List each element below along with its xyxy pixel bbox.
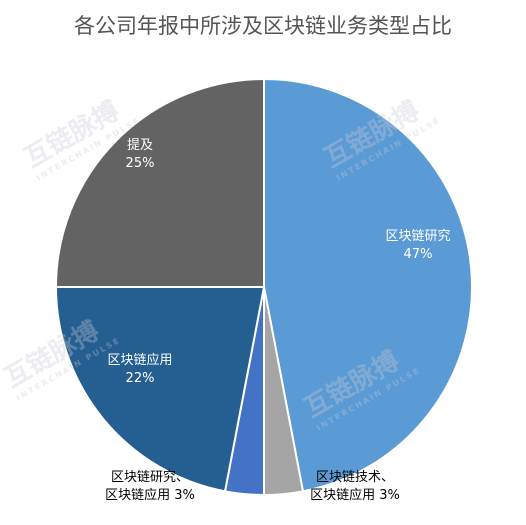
- slice-label: 提及 25%: [100, 137, 180, 173]
- category-label: 区块链应用: [107, 353, 173, 368]
- chart-title: 各公司年报中所涉及区块链业务类型占比: [74, 14, 452, 38]
- slice-label: 区块链应用 22%: [80, 352, 200, 388]
- value-label: 3%: [379, 488, 400, 503]
- category-label: 区块链研究: [385, 229, 451, 244]
- category-label: 区块链技术、区块链应用: [310, 470, 394, 503]
- slice-label: 区块链研究、区块链应用 3%: [105, 469, 195, 505]
- slice-label: 区块链研究 47%: [358, 228, 478, 264]
- value-label: 47%: [403, 247, 433, 262]
- value-label: 22%: [125, 371, 155, 386]
- pie-slice: [263, 77, 473, 493]
- value-label: 25%: [125, 156, 155, 171]
- value-label: 3%: [174, 488, 195, 503]
- category-label: 区块链研究、区块链应用: [105, 470, 189, 503]
- category-label: 提及: [126, 138, 153, 153]
- pie-slice: [54, 77, 265, 288]
- slice-label: 区块链技术、区块链应用 3%: [310, 469, 400, 505]
- pie-slice: [54, 286, 266, 493]
